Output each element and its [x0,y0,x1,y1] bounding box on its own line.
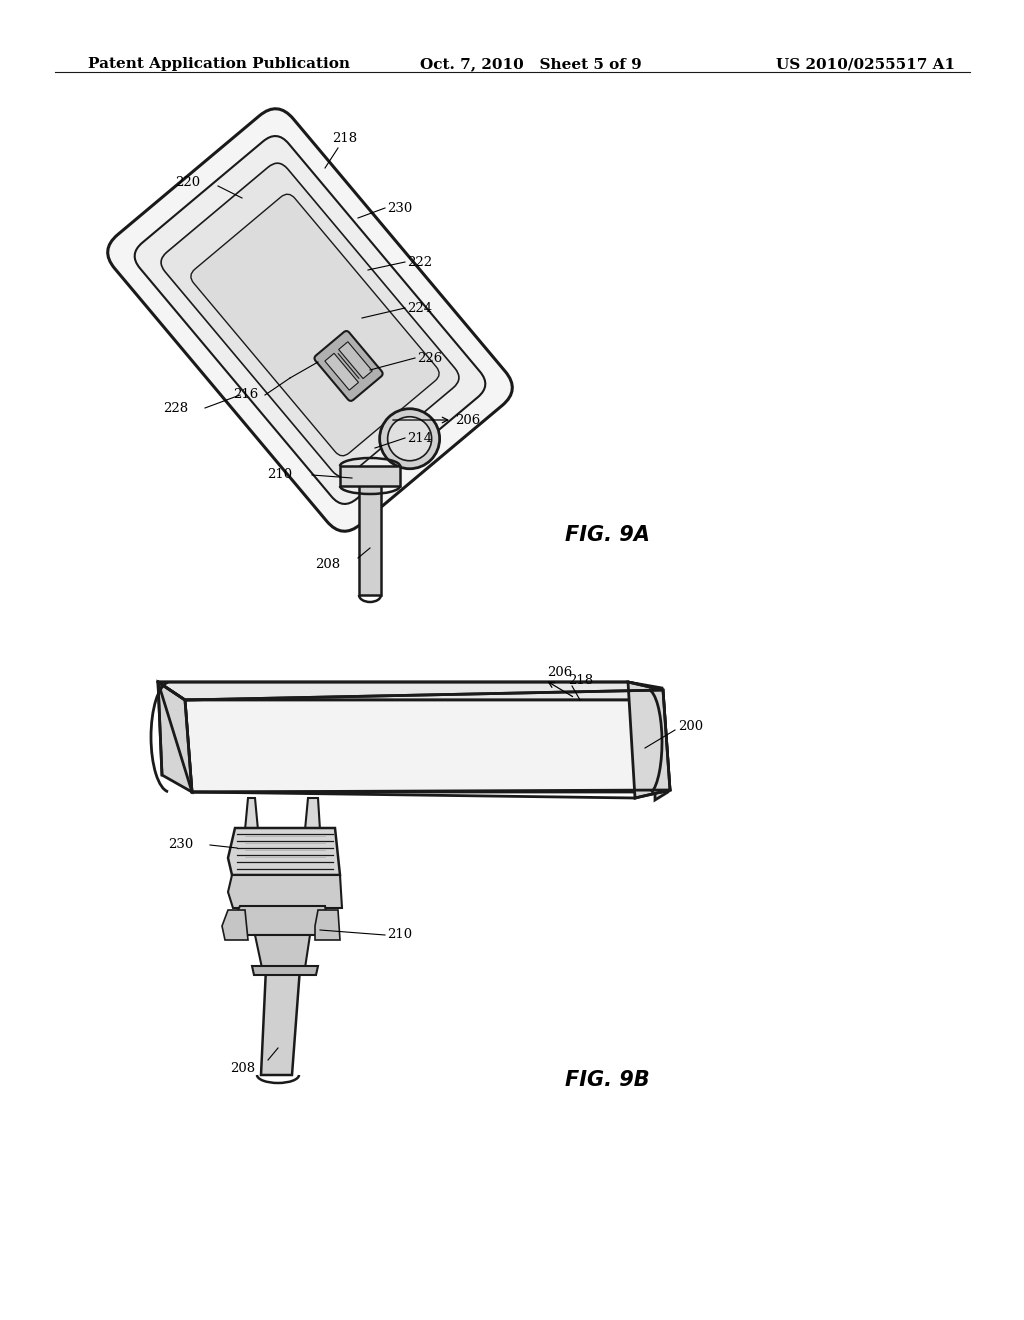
Text: 208: 208 [229,1061,255,1074]
Polygon shape [255,935,310,968]
Polygon shape [158,682,655,700]
Circle shape [380,409,439,469]
Text: 210: 210 [267,469,292,482]
FancyBboxPatch shape [108,108,512,531]
Text: 206: 206 [455,413,480,426]
Text: 218: 218 [568,675,593,688]
FancyBboxPatch shape [161,164,459,477]
Text: US 2010/0255517 A1: US 2010/0255517 A1 [776,57,955,71]
Polygon shape [233,906,330,935]
Polygon shape [261,968,300,1074]
Polygon shape [305,799,319,830]
Polygon shape [325,354,358,391]
Text: Oct. 7, 2010   Sheet 5 of 9: Oct. 7, 2010 Sheet 5 of 9 [420,57,642,71]
Polygon shape [228,828,340,875]
Text: 214: 214 [407,432,432,445]
Polygon shape [628,682,668,800]
Text: 228: 228 [163,401,188,414]
Text: 222: 222 [407,256,432,268]
Text: Patent Application Publication: Patent Application Publication [88,57,350,71]
Text: 200: 200 [678,719,703,733]
Polygon shape [359,480,381,595]
Polygon shape [158,682,193,792]
Circle shape [388,417,432,461]
Polygon shape [315,909,340,940]
Text: 224: 224 [407,301,432,314]
FancyBboxPatch shape [314,331,383,401]
Text: 216: 216 [232,388,258,401]
Polygon shape [185,700,662,792]
Polygon shape [222,909,248,940]
Polygon shape [245,799,258,830]
Text: 226: 226 [417,351,442,364]
FancyBboxPatch shape [134,136,485,504]
Text: 210: 210 [387,928,412,941]
Text: 206: 206 [547,667,572,680]
FancyBboxPatch shape [190,194,439,455]
Polygon shape [252,966,318,975]
Text: 220: 220 [175,177,200,190]
Polygon shape [628,682,670,792]
Text: 230: 230 [168,838,193,851]
Polygon shape [340,466,400,486]
Polygon shape [628,682,670,799]
Text: FIG. 9A: FIG. 9A [565,525,650,545]
Text: FIG. 9B: FIG. 9B [565,1071,649,1090]
Text: 230: 230 [387,202,413,214]
Text: 218: 218 [332,132,357,144]
Polygon shape [339,342,373,379]
Polygon shape [228,875,342,908]
Text: 208: 208 [314,558,340,572]
